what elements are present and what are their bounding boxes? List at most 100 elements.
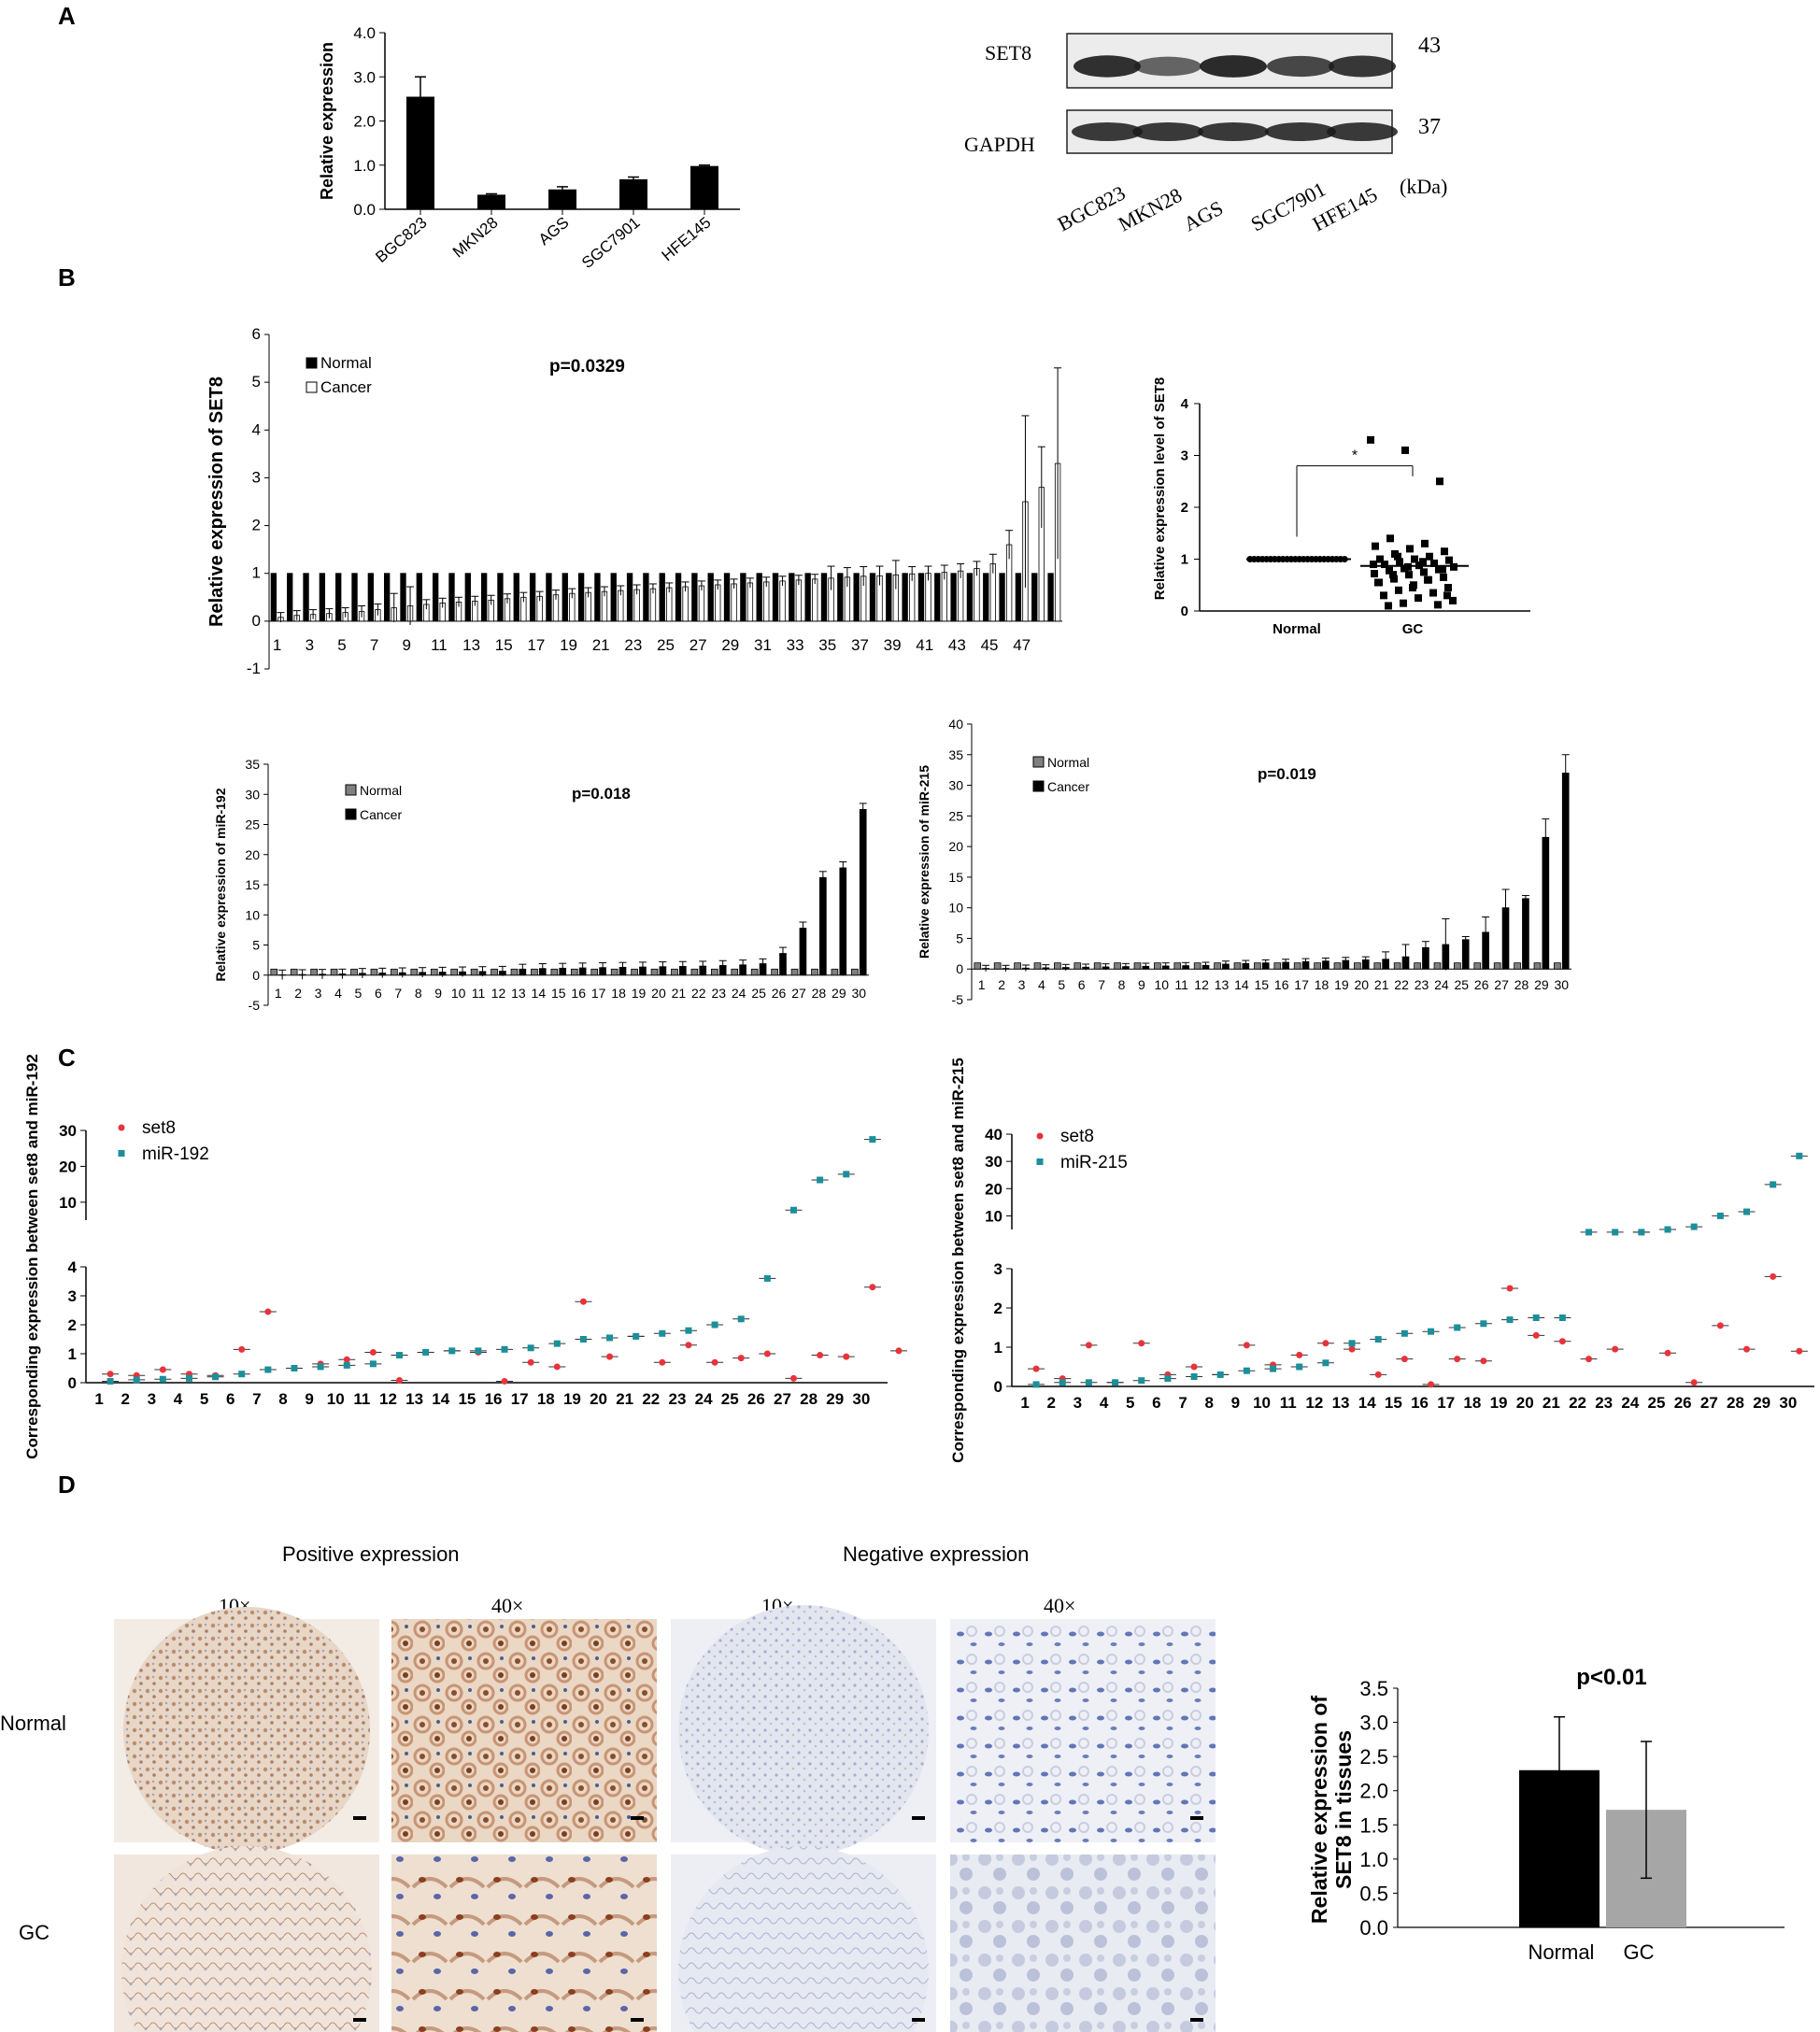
mir-point: [1532, 1314, 1540, 1321]
cancer-bar: [795, 579, 803, 622]
gc-point: [1396, 558, 1403, 566]
normal-bar: [1373, 962, 1382, 970]
x-tick-label: 33: [787, 636, 804, 654]
y-tick-label: 3: [252, 468, 261, 486]
y-tick-label: 3: [994, 1260, 1002, 1278]
p-value: p=0.018: [572, 785, 631, 803]
x-tick-label: 3: [1074, 1394, 1082, 1412]
y-axis-title-line1: Relative expression of: [1307, 1696, 1331, 1924]
x-tick-label: 28: [1727, 1394, 1744, 1412]
legend-label-cancer: Cancer: [320, 378, 372, 396]
cancer-bar: [819, 876, 827, 976]
y-tick-label: 35: [948, 747, 963, 762]
mir-point: [1322, 1359, 1329, 1367]
y-tick-label: 3: [68, 1287, 77, 1305]
scale-bar: [353, 2018, 366, 2022]
panel-label-b: B: [58, 263, 76, 291]
y-tick-label: 30: [985, 1153, 1002, 1171]
gc-point: [1409, 584, 1416, 592]
normal-bar: [430, 968, 438, 976]
x-tick-label: 6: [1152, 1394, 1160, 1412]
x-tick-label: 10: [327, 1390, 345, 1408]
normal-bar: [811, 968, 818, 976]
mir-point: [264, 1366, 272, 1373]
x-tick-label: 37: [851, 636, 869, 654]
y-tick-label: -1: [247, 660, 261, 677]
x-tick-label: 7: [1098, 977, 1105, 992]
x-tick-label: 21: [1543, 1394, 1560, 1412]
blot-lane-label: AGS: [1180, 196, 1228, 236]
p-value: p<0.01: [1576, 1665, 1646, 1690]
x-tick-label: 27: [1494, 977, 1509, 992]
x-tick-label: 6: [226, 1390, 235, 1408]
blot-size-gapdh: 37: [1418, 115, 1441, 139]
x-tick-label: 20: [651, 986, 666, 1001]
normal-bar: [950, 573, 957, 622]
mir-point: [1480, 1320, 1487, 1328]
x-tick-label: GC: [1624, 1940, 1655, 1964]
x-tick-label: 3: [1018, 977, 1026, 992]
y-axis-title: Relative expression of SET8: [206, 377, 227, 627]
y-tick-label: 5: [252, 938, 260, 953]
x-tick-label: 29: [832, 986, 846, 1001]
normal-bar: [1514, 962, 1521, 970]
legend-label-cancer: Cancer: [360, 807, 402, 822]
blot-band-set8: [1134, 56, 1201, 77]
mir-point: [1664, 1226, 1671, 1233]
mir-point: [1270, 1365, 1277, 1372]
x-tick-label: 11: [353, 1390, 370, 1408]
legend-label-set8: set8: [1060, 1127, 1094, 1146]
bar: [548, 189, 576, 209]
gc-point: [1372, 542, 1379, 550]
x-tick-label: 27: [791, 986, 806, 1001]
gc-point: [1436, 477, 1443, 486]
mir-point: [238, 1371, 246, 1378]
x-tick-label: 28: [800, 1390, 818, 1408]
cancer-bar: [941, 572, 947, 622]
x-tick-label: 2: [998, 977, 1005, 992]
normal-bar: [789, 573, 795, 622]
gc-point: [1404, 562, 1412, 571]
x-tick-label: 43: [948, 636, 966, 654]
x-tick-label: 16: [485, 1390, 503, 1408]
x-tick-label: 29: [826, 1390, 844, 1408]
cancer-bar: [649, 588, 657, 622]
x-tick-label: 26: [747, 1390, 765, 1408]
y-tick-label: 0: [1181, 604, 1188, 619]
scale-bar: [912, 1816, 925, 1820]
gc-point: [1421, 539, 1429, 547]
set8-point: [553, 1363, 561, 1371]
normal-bar: [974, 962, 982, 970]
y-tick-label: 2.0: [1359, 1780, 1388, 1803]
y-axis-title: Corresponding expression between set8 an…: [949, 1058, 967, 1463]
normal-bar: [384, 573, 391, 622]
gc-point: [1434, 601, 1442, 609]
mir-point: [448, 1347, 456, 1355]
legend-label-cancer: Cancer: [1047, 779, 1089, 794]
normal-bar: [310, 968, 318, 976]
x-tick-label: 4: [174, 1390, 183, 1408]
cancer-bar: [839, 867, 847, 976]
mir-point: [1216, 1371, 1224, 1378]
cancer-bar: [859, 808, 867, 976]
normal-bar: [570, 968, 578, 976]
mir-point: [843, 1171, 850, 1178]
normal-bar: [631, 968, 638, 976]
x-tick-label: 7: [394, 986, 402, 1001]
set8-point: [343, 1356, 350, 1363]
y-tick-label: 25: [245, 817, 260, 832]
cancer-bar: [812, 578, 818, 622]
legend-label-normal: Normal: [1047, 755, 1089, 770]
normal-bar: [270, 573, 277, 622]
x-tick-label: 17: [511, 1390, 529, 1408]
set8-point: [1348, 1345, 1356, 1353]
y-tick-label: 30: [59, 1122, 77, 1140]
normal-bar: [562, 573, 568, 622]
y-tick-label: 10: [948, 901, 963, 916]
normal-bar: [731, 968, 739, 976]
mir-point: [579, 1336, 587, 1343]
y-tick-label: 3.5: [1359, 1677, 1388, 1700]
gc-point: [1424, 575, 1431, 584]
normal-bar: [650, 968, 659, 976]
x-tick-label: 28: [812, 986, 827, 1001]
